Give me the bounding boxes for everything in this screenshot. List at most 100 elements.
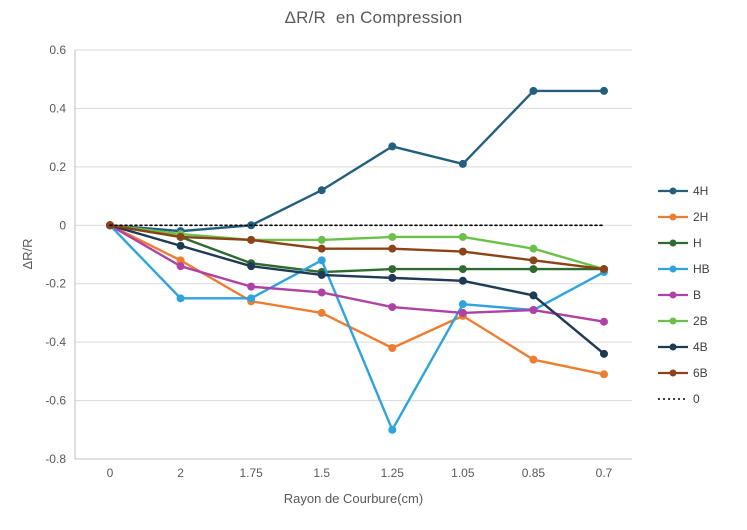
- series-marker-4B: [388, 273, 397, 282]
- series-marker-6B: [247, 235, 256, 244]
- series-marker-4B: [529, 291, 538, 300]
- legend-sample-HB: [658, 265, 688, 273]
- legend-label: HB: [693, 262, 710, 276]
- legend-label: 0: [693, 392, 700, 406]
- series-marker-H: [458, 265, 467, 274]
- x-axis-title: Rayon de Courbure(cm): [283, 491, 424, 506]
- series-marker-2B: [388, 232, 397, 241]
- x-tick-label: 1.5: [313, 466, 330, 480]
- series-marker-4H: [529, 86, 538, 95]
- y-tick-label: -0.4: [45, 335, 66, 349]
- series-line-4B: [108, 224, 606, 356]
- y-tick-label: 0: [59, 218, 66, 232]
- series-marker-6B: [317, 244, 326, 253]
- y-tick-label: -0.8: [45, 452, 66, 466]
- series-marker-B: [529, 306, 538, 315]
- legend-sample-H: [658, 239, 688, 247]
- chart-title: ΔR/R en Compression: [284, 8, 463, 27]
- series-marker-6B: [458, 247, 467, 256]
- legend-label: 2B: [693, 314, 708, 328]
- y-axis-title: ΔR/R: [20, 238, 35, 270]
- y-tick-label: 0.6: [49, 43, 66, 57]
- y-tick-label: 0.2: [49, 160, 66, 174]
- series-marker-6B: [388, 244, 397, 253]
- series-marker-4B: [247, 262, 256, 271]
- legend-item-6B: 6B: [658, 366, 710, 380]
- series-marker-4B: [176, 241, 185, 250]
- legend-sample-B: [658, 291, 688, 299]
- series-marker-H: [388, 265, 397, 274]
- legend-item-4B: 4B: [658, 340, 710, 354]
- legend-label: B: [693, 288, 702, 302]
- legend-sample-4H: [658, 187, 688, 195]
- legend-sample-6B: [658, 369, 688, 377]
- x-tick-label: 0.7: [596, 466, 613, 480]
- series-line-4H: [108, 89, 606, 233]
- legend-label: 4H: [693, 184, 709, 198]
- x-tick-label: 2: [177, 466, 184, 480]
- x-tick-label: 1.25: [381, 466, 405, 480]
- series-marker-B: [600, 317, 608, 326]
- x-tick-label: 0: [107, 466, 114, 480]
- y-tick-label: 0.4: [49, 101, 66, 115]
- legend-item-2H: 2H: [658, 210, 710, 224]
- series-line-B: [108, 224, 606, 323]
- series-marker-4B: [317, 270, 326, 279]
- legend-sample-2B: [658, 317, 688, 325]
- legend-item-B: B: [658, 288, 710, 302]
- series-marker-2H: [600, 370, 608, 379]
- series-line-HB: [108, 224, 606, 431]
- series-marker-4H: [388, 142, 397, 151]
- legend-label: 4B: [693, 340, 708, 354]
- x-tick-label: 0.85: [522, 466, 546, 480]
- series-marker-H: [529, 265, 538, 274]
- series-marker-4H: [458, 159, 467, 168]
- legend-label: H: [693, 236, 702, 250]
- legend-label: 6B: [693, 366, 708, 380]
- series-marker-2B: [458, 232, 467, 241]
- series-line-2H: [108, 224, 606, 376]
- legend-item-0: 0: [658, 392, 710, 406]
- series-marker-HB: [176, 294, 185, 303]
- series-marker-B: [388, 303, 397, 312]
- series-marker-B: [317, 288, 326, 297]
- legend-label: 2H: [693, 210, 709, 224]
- series-marker-6B: [176, 232, 185, 241]
- series-marker-HB: [317, 256, 326, 265]
- series-marker-4B: [458, 276, 467, 285]
- series-marker-2H: [317, 308, 326, 317]
- series-marker-HB: [388, 425, 397, 434]
- series-marker-6B: [529, 256, 538, 265]
- x-tick-label: 1.75: [239, 466, 263, 480]
- series-marker-HB: [458, 300, 467, 309]
- series-marker-2B: [317, 235, 326, 244]
- series-marker-2B: [529, 244, 538, 253]
- legend-item-H: H: [658, 236, 710, 250]
- series-marker-B: [458, 308, 467, 317]
- series-marker-2H: [529, 355, 538, 364]
- series-marker-B: [176, 262, 185, 271]
- series-marker-6B: [600, 265, 608, 274]
- legend-item-4H: 4H: [658, 184, 710, 198]
- legend-sample-2H: [658, 213, 688, 221]
- series-line-2B: [108, 224, 606, 271]
- series-marker-2H: [388, 343, 397, 352]
- legend-sample-0: [658, 398, 688, 400]
- legend-sample-4B: [658, 343, 688, 351]
- series-marker-4H: [600, 86, 608, 95]
- series-marker-2H: [176, 256, 185, 265]
- series-line-H: [108, 224, 606, 274]
- x-tick-label: 1.05: [451, 466, 475, 480]
- legend-item-HB: HB: [658, 262, 710, 276]
- series-marker-4B: [600, 349, 608, 358]
- series-marker-HB: [247, 294, 256, 303]
- y-tick-label: -0.2: [45, 277, 66, 291]
- legend-item-2B: 2B: [658, 314, 710, 328]
- series-line-6B: [108, 224, 606, 271]
- series-marker-4H: [317, 186, 326, 195]
- y-tick-label: -0.6: [45, 394, 66, 408]
- legend: 4H 2H H HB B 2B 4B 6B 0: [658, 184, 710, 406]
- series-marker-B: [247, 282, 256, 291]
